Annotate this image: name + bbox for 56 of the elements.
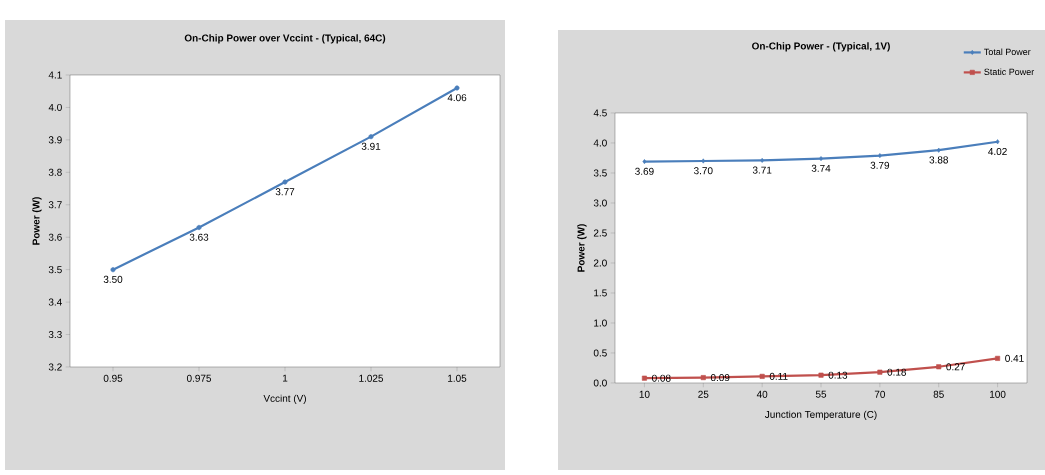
chart-title: On-Chip Power over Vccint - (Typical, 64C) [184, 34, 386, 44]
y-tick-label: 3.8 [48, 168, 62, 176]
y-tick-label: 3.3 [48, 331, 62, 339]
y-tick-label: 3.6 [48, 233, 62, 241]
y-tick-label: 2.5 [593, 229, 607, 237]
x-axis-title: Junction Temperature (C) [764, 410, 877, 420]
x-tick-label: 25 [698, 390, 709, 398]
x-axis-title: Vccint (V) [263, 394, 306, 404]
x-tick-label: 85 [933, 390, 944, 398]
y-axis-title: Power (W) [32, 197, 42, 245]
legend-label: Static Power [984, 68, 1035, 75]
data-label: 3.91 [361, 142, 381, 150]
x-tick-label: 1 [283, 374, 288, 382]
y-tick-label: 3.2 [48, 363, 62, 371]
y-tick-label: 4.1 [48, 71, 62, 79]
x-tick-label: 1.025 [359, 374, 384, 382]
x-tick-label: 1.05 [448, 374, 467, 382]
chart-title: On-Chip Power - (Typical, 1V) [752, 42, 890, 52]
y-tick-label: 4.0 [48, 103, 62, 111]
y-tick-label: 4.5 [593, 109, 607, 117]
x-tick-label: 40 [756, 390, 768, 398]
data-label: 3.79 [870, 161, 890, 169]
data-label: 0.41 [1005, 354, 1024, 362]
data-label: 4.06 [447, 94, 467, 102]
data-label: 4.02 [988, 147, 1007, 156]
data-label: 3.71 [752, 166, 772, 174]
data-label: 3.88 [929, 156, 948, 164]
legend-label: Total Power [984, 48, 1031, 56]
data-label: 3.74 [811, 164, 831, 172]
y-tick-label: 3.0 [593, 199, 607, 207]
data-label: 0.09 [710, 374, 730, 382]
data-label: 3.77 [275, 188, 295, 196]
x-tick-label: 100 [990, 390, 1006, 398]
y-tick-label: 1.0 [594, 319, 607, 327]
x-tick-label: 0.95 [103, 374, 123, 382]
data-label: 0.27 [946, 363, 965, 371]
y-tick-label: 0.0 [593, 379, 607, 387]
y-tick-label: 3.5 [593, 169, 607, 177]
data-label: 3.69 [635, 167, 654, 175]
x-tick-label: 10 [639, 390, 650, 398]
y-tick-label: 0.5 [593, 349, 607, 357]
y-tick-label: 3.4 [48, 298, 62, 306]
y-tick-label: 3.7 [48, 201, 62, 209]
y-tick-label: 4.0 [593, 139, 607, 147]
y-tick-label: 1.5 [594, 289, 607, 297]
data-label: 3.70 [693, 167, 713, 175]
x-tick-label: 0.975 [186, 374, 212, 382]
y-tick-label: 2.0 [593, 259, 607, 267]
data-label: 0.13 [828, 371, 848, 379]
x-tick-label: 70 [874, 390, 886, 398]
y-tick-label: 3.9 [48, 136, 62, 144]
y-tick-label: 3.5 [48, 266, 62, 274]
x-tick-label: 55 [815, 390, 827, 398]
data-label: 3.63 [189, 233, 209, 241]
y-axis-title: Power (W) [577, 224, 587, 272]
data-label: 3.50 [103, 275, 123, 283]
